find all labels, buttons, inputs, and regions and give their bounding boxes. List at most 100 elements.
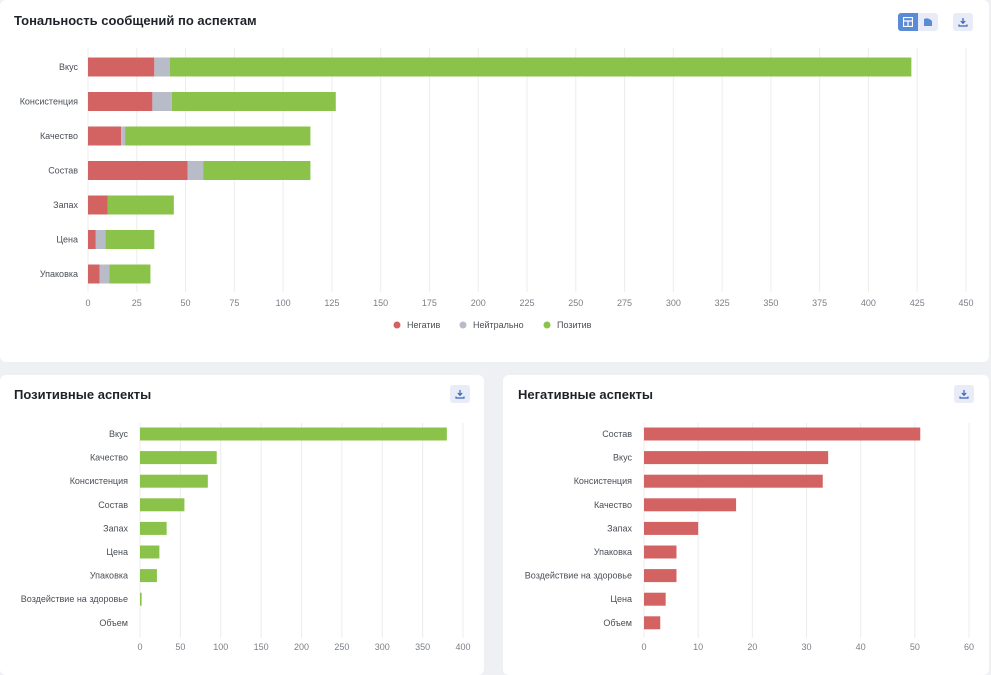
bar <box>140 521 167 535</box>
bar-neutral <box>154 57 170 77</box>
category-label: Упаковка <box>594 547 632 557</box>
bar <box>644 569 677 583</box>
bar <box>644 545 677 559</box>
chart-icon[interactable] <box>918 13 938 31</box>
category-label: Воздействие на здоровье <box>525 571 632 581</box>
x-tick-label: 200 <box>471 298 486 308</box>
bar <box>644 592 666 606</box>
bar-positive <box>203 161 311 180</box>
x-tick-label: 400 <box>861 298 876 308</box>
category-label: Цена <box>106 547 128 557</box>
category-label: Вкус <box>59 62 78 72</box>
stacked-sentiment-chart: 0 25 50 75 100 125 150 175 200 225 250 275 300 325 350… <box>20 48 974 330</box>
bar-negative <box>88 161 188 180</box>
bar-neutral <box>152 92 172 111</box>
x-tick-label: 25 <box>132 298 142 308</box>
aspect-sentiment-card: Тональность сообщений по аспектам 0 25 50 7… <box>0 0 989 362</box>
bar <box>140 474 208 488</box>
category-label: Состав <box>602 429 632 439</box>
bar <box>644 474 823 488</box>
download-icon[interactable] <box>954 385 974 403</box>
category-label: Вкус <box>613 453 632 463</box>
x-tick-label: 400 <box>455 642 470 652</box>
bar <box>644 498 737 512</box>
bar <box>644 521 699 535</box>
positive-aspects-title: Позитивные аспекты <box>14 387 152 402</box>
x-tick-label: 300 <box>375 642 390 652</box>
category-label: Состав <box>98 500 128 510</box>
bar-neutral <box>187 161 204 180</box>
bar-negative <box>88 92 153 111</box>
bar-neutral <box>121 126 126 146</box>
x-tick-label: 275 <box>617 298 632 308</box>
x-tick-label: 60 <box>964 642 974 652</box>
legend-marker <box>393 321 401 329</box>
x-tick-label: 300 <box>666 298 681 308</box>
category-label: Объем <box>603 618 632 628</box>
bar <box>644 451 829 465</box>
bar-positive <box>107 195 174 215</box>
x-tick-label: 150 <box>254 642 269 652</box>
category-label: Качество <box>90 453 128 463</box>
legend-marker <box>543 321 551 329</box>
category-label: Запах <box>53 200 78 210</box>
bar <box>140 545 160 559</box>
bar-neutral <box>95 230 106 249</box>
category-label: Воздействие на здоровье <box>21 594 128 604</box>
bar <box>140 498 185 512</box>
bar-negative <box>88 195 108 215</box>
x-tick-label: 250 <box>334 642 349 652</box>
positive-aspects-chart: 0 50 100 150 200 250 300 350 400 Вкус Качество Конс… <box>21 423 471 652</box>
x-tick-label: 425 <box>910 298 925 308</box>
legend-marker <box>459 321 467 329</box>
negative-aspects-card: Негативные аспекты 0 10 20 30 40 50 60 Состав Вк… <box>503 375 989 675</box>
x-tick-label: 350 <box>763 298 778 308</box>
x-tick-label: 0 <box>85 298 90 308</box>
bar-positive <box>105 230 155 249</box>
bar <box>140 569 157 583</box>
category-label: Качество <box>40 131 78 141</box>
view-toggle <box>898 13 938 31</box>
x-tick-label: 250 <box>568 298 583 308</box>
category-label: Качество <box>594 500 632 510</box>
x-tick-label: 125 <box>324 298 339 308</box>
bar <box>644 427 921 441</box>
bar-negative <box>88 126 122 146</box>
x-tick-label: 325 <box>715 298 730 308</box>
x-tick-label: 375 <box>812 298 827 308</box>
x-tick-label: 100 <box>213 642 228 652</box>
category-label: Запах <box>607 523 632 533</box>
x-tick-label: 350 <box>415 642 430 652</box>
category-label: Упаковка <box>40 269 78 279</box>
bar <box>644 616 661 630</box>
x-tick-label: 150 <box>373 298 388 308</box>
legend-label: Нейтрально <box>473 320 524 330</box>
legend-label: Позитив <box>557 320 592 330</box>
bar-positive <box>171 92 336 111</box>
x-tick-label: 10 <box>693 642 703 652</box>
category-label: Запах <box>103 523 128 533</box>
bar-neutral <box>99 264 110 284</box>
table-icon[interactable] <box>898 13 918 31</box>
bar-positive <box>109 264 151 284</box>
category-label: Цена <box>610 594 632 604</box>
x-tick-label: 75 <box>229 298 239 308</box>
category-label: Вкус <box>109 429 128 439</box>
download-icon[interactable] <box>953 13 973 31</box>
x-tick-label: 175 <box>422 298 437 308</box>
bar-negative <box>88 57 155 77</box>
category-label: Консистенция <box>70 476 128 486</box>
x-tick-label: 50 <box>181 298 191 308</box>
negative-aspects-title: Негативные аспекты <box>518 387 653 402</box>
x-tick-label: 0 <box>137 642 142 652</box>
x-tick-label: 40 <box>856 642 866 652</box>
category-label: Состав <box>48 166 78 176</box>
category-label: Консистенция <box>574 476 632 486</box>
x-tick-label: 200 <box>294 642 309 652</box>
download-icon[interactable] <box>450 385 470 403</box>
positive-aspects-card: Позитивные аспекты 0 50 100 150 200 250 300 350… <box>0 375 484 675</box>
bar-negative <box>88 264 100 284</box>
bar <box>140 451 217 465</box>
bar <box>140 427 447 441</box>
category-label: Объем <box>99 618 128 628</box>
